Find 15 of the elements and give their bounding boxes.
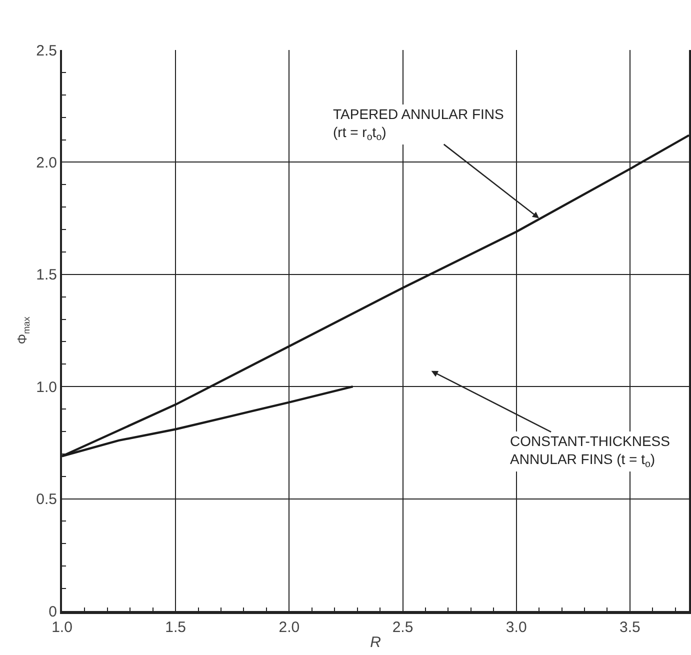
annotation: TAPERED ANNULAR FINS (rt = r$_{o}$t$_{o}$) (333, 106, 504, 144)
y-tick-label: 1.0 (36, 378, 57, 396)
x-tick-label: 2.5 (392, 618, 414, 636)
x-axis-title: R (370, 634, 382, 651)
y-tick-label: 2.0 (36, 154, 57, 172)
y-tick-label: 1.5 (36, 266, 57, 284)
x-tick-label: 1.5 (165, 618, 186, 636)
x-tick-label: 3.0 (506, 618, 527, 636)
y-tick-label: 0.5 (36, 491, 57, 508)
x-tick-label: 3.5 (620, 618, 640, 636)
y-tick-label: 0 (48, 603, 57, 620)
x-tick-label: 2.0 (278, 618, 300, 636)
x-tick-label: 1.0 (52, 618, 72, 636)
y-tick-label: 2.5 (36, 42, 57, 60)
annotation: CONSTANT-THICKNESS ANNULAR FINS (t = t$_{o}$) (510, 433, 670, 470)
